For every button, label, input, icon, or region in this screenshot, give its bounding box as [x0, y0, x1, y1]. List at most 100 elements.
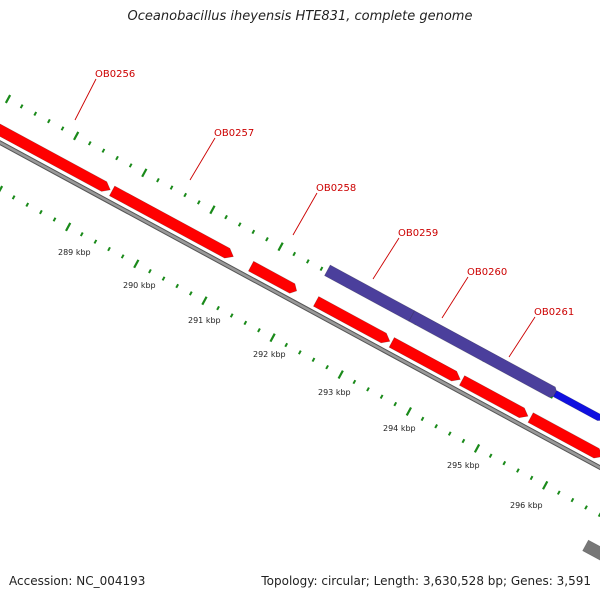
tick-mark [11, 195, 16, 200]
tick-mark [516, 468, 520, 473]
tick-mark [216, 305, 220, 311]
tick-track-lower [0, 185, 600, 518]
tick-mark [298, 350, 302, 355]
gene-arrow [312, 296, 391, 344]
backbone-line [0, 141, 600, 470]
tick-mark [128, 163, 133, 168]
tick-mark [366, 387, 370, 392]
gene-arrow [0, 123, 111, 192]
kbp-label: 296 kbp [510, 501, 543, 510]
callout-line [508, 316, 536, 358]
tick-mark [183, 192, 188, 198]
gene-arrow [108, 185, 234, 259]
tick-mark [311, 357, 316, 363]
tick-mark [570, 497, 575, 503]
genome-summary-text: Topology: circular; Length: 3,630,528 bp… [261, 574, 591, 588]
tick-mark [277, 242, 284, 252]
tick-mark [101, 148, 106, 153]
tick-mark [25, 202, 30, 207]
tick-mark [542, 480, 549, 490]
tick-mark [161, 276, 166, 281]
tick-mark [65, 222, 72, 232]
tick-mark [251, 229, 256, 235]
gene-arrow [582, 539, 600, 561]
tick-mark [257, 328, 261, 333]
tick-mark [584, 505, 588, 510]
gene-label: OB0258 [316, 183, 356, 194]
tick-mark [79, 232, 84, 237]
kbp-label: 291 kbp [188, 316, 221, 325]
tick-mark [447, 431, 452, 436]
callout-line [372, 237, 400, 280]
tick-mark [502, 460, 507, 466]
tick-mark [19, 104, 24, 109]
gene-label: OB0259 [398, 228, 438, 239]
tick-mark [306, 259, 310, 264]
callout-line [74, 78, 97, 121]
tick-mark [188, 291, 193, 296]
tick-mark [325, 364, 329, 370]
tick-mark [229, 313, 234, 318]
tick-mark [237, 222, 242, 227]
gene-label: OB0260 [467, 267, 507, 278]
tick-mark [47, 118, 51, 124]
tick-mark [201, 296, 208, 306]
kbp-label: 290 kbp [123, 281, 156, 290]
tick-mark [93, 239, 98, 244]
kbp-label: 295 kbp [447, 461, 480, 470]
tick-mark [141, 168, 148, 178]
tick-mark [4, 94, 12, 104]
gene-label: OB0256 [95, 69, 135, 80]
tick-mark [243, 320, 248, 326]
gene-callouts: OB0256 OB0257 OB0258 OB0259 OB0260 OB0261 [74, 69, 574, 358]
tick-mark [269, 333, 276, 343]
tick-mark [319, 266, 324, 272]
tick-mark [60, 126, 65, 131]
tick-mark [33, 111, 38, 116]
tick-mark [352, 379, 357, 385]
tick-mark [284, 342, 289, 348]
tick-mark [52, 217, 57, 222]
accession-text: Accession: NC_004193 [9, 574, 146, 588]
tick-mark [169, 185, 174, 190]
tick-mark [337, 370, 344, 380]
tick-mark [292, 251, 297, 257]
tick-mark [379, 394, 384, 399]
kbp-scale: 289 kbp 290 kbp 291 kbp 292 kbp 293 kbp 294 k… [58, 248, 543, 510]
feature-track [0, 123, 600, 561]
tick-mark [209, 205, 216, 215]
gene-arrow [388, 337, 461, 382]
tick-mark [133, 259, 140, 269]
gene-arrow [247, 260, 298, 294]
gene-arrow [552, 390, 600, 421]
tick-mark [393, 401, 398, 407]
tick-mark [224, 214, 228, 220]
tick-mark [265, 237, 269, 242]
tick-mark [120, 254, 125, 259]
tick-mark [196, 200, 201, 205]
gene-arrow [458, 375, 529, 419]
callout-line [441, 276, 469, 319]
tick-mark [115, 155, 119, 161]
tick-mark [175, 283, 180, 289]
tick-track-upper [4, 94, 596, 419]
tick-mark [529, 475, 534, 481]
tick-mark [405, 406, 412, 416]
tick-mark [148, 268, 152, 274]
tick-mark [434, 424, 438, 429]
kbp-label: 294 kbp [383, 424, 416, 433]
gene-arrow [408, 310, 559, 398]
map-title: Oceanobacillus iheyensis HTE831, complet… [127, 9, 473, 24]
tick-mark [461, 438, 466, 444]
tick-mark [473, 443, 481, 453]
kbp-label: 292 kbp [253, 350, 286, 359]
callout-line [292, 192, 318, 236]
gene-label: OB0257 [214, 128, 254, 139]
callout-line [189, 137, 216, 181]
kbp-label: 289 kbp [58, 248, 91, 257]
tick-mark [107, 246, 111, 252]
tick-mark [73, 131, 80, 141]
tick-mark [39, 209, 43, 215]
tick-mark [0, 185, 4, 193]
